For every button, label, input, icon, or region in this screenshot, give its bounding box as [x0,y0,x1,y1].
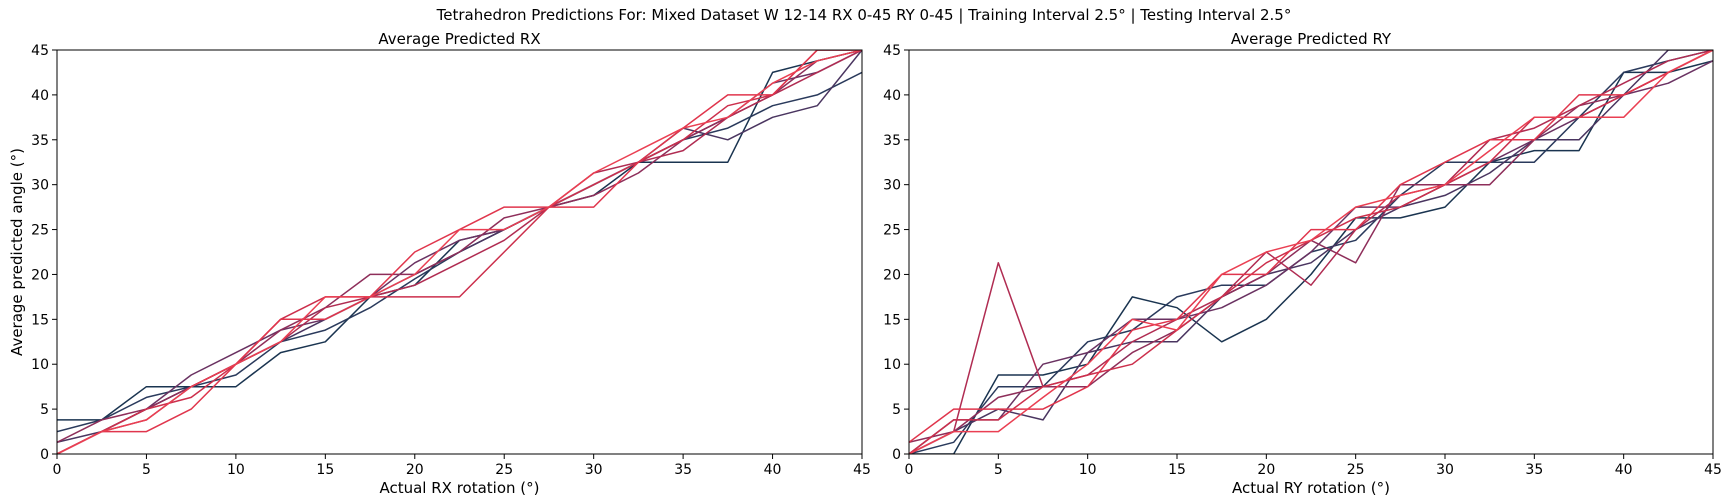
x-tick-label: 35 [674,462,692,478]
y-tick-label: 35 [883,133,901,149]
y-axis-label: Average predicted angle (°) [8,148,26,356]
chart-title: Average Predicted RY [1231,30,1392,48]
figure-title: Tetrahedron Predictions For: Mixed Datas… [436,6,1292,24]
y-tick-label: 10 [883,357,901,373]
y-tick-label: 20 [31,267,49,283]
y-tick-label: 15 [883,312,901,328]
x-tick-label: 15 [316,462,334,478]
y-tick-label: 45 [883,43,901,59]
x-tick-label: 40 [764,462,782,478]
x-tick-label: 5 [142,462,151,478]
y-tick-label: 5 [892,402,901,418]
x-tick-label: 40 [1615,462,1633,478]
y-tick-label: 5 [40,402,49,418]
series-line-1 [57,50,862,421]
x-tick-label: 10 [1079,462,1097,478]
y-tick-label: 25 [883,223,901,239]
x-tick-label: 10 [227,462,245,478]
series-line-5 [909,50,1713,444]
x-tick-label: 0 [905,462,914,478]
y-tick-label: 0 [892,447,901,463]
axes-frame [56,49,863,455]
y-tick-label: 0 [40,447,49,463]
x-tick-label: 30 [585,462,603,478]
axes-frame [908,49,1714,455]
x-tick-label: 20 [1257,462,1275,478]
y-tick-label: 30 [883,178,901,194]
x-tick-label: 25 [495,462,513,478]
series-line-1 [909,60,1713,454]
series-group [57,50,862,454]
ry-chart-panel: 0 5 10 15 20 25 30 35 40 45 0 5 10 15 20 25 30 35 40 45 Aver… [883,30,1722,497]
series-line-3 [909,50,1713,454]
x-tick-label: 15 [1168,462,1186,478]
y-tick-label: 25 [31,223,49,239]
chart-title: Average Predicted RX [378,30,540,48]
series-line-8 [909,50,1713,443]
y-tick-label: 45 [31,43,49,59]
rx-chart-panel: 0 5 10 15 20 25 30 35 40 45 0 5 10 15 20 25 30 35 40 45 Aver… [8,30,871,497]
series-line-3 [57,50,862,444]
x-tick-label: 30 [1436,462,1454,478]
x-axis-label: Actual RX rotation (°) [379,479,539,497]
series-line-7 [57,50,862,454]
x-tick-label: 45 [1704,462,1722,478]
x-tick-label: 25 [1347,462,1365,478]
y-tick-label: 10 [31,357,49,373]
y-tick-label: 35 [31,133,49,149]
x-tick-label: 45 [853,462,871,478]
y-tick-label: 30 [31,178,49,194]
x-tick-label: 5 [994,462,1003,478]
x-tick-label: 0 [53,462,62,478]
y-tick-label: 15 [31,312,49,328]
series-line-9 [57,50,862,454]
y-tick-label: 20 [883,267,901,283]
series-line-5 [57,50,862,443]
series-line-9 [909,50,1713,454]
y-tick-label: 40 [883,88,901,104]
x-tick-label: 20 [406,462,424,478]
series-line-4 [909,60,1713,454]
x-axis-label: Actual RY rotation (°) [1232,479,1390,497]
x-tick-label: 35 [1525,462,1543,478]
y-tick-label: 40 [31,88,49,104]
series-group [909,50,1713,454]
